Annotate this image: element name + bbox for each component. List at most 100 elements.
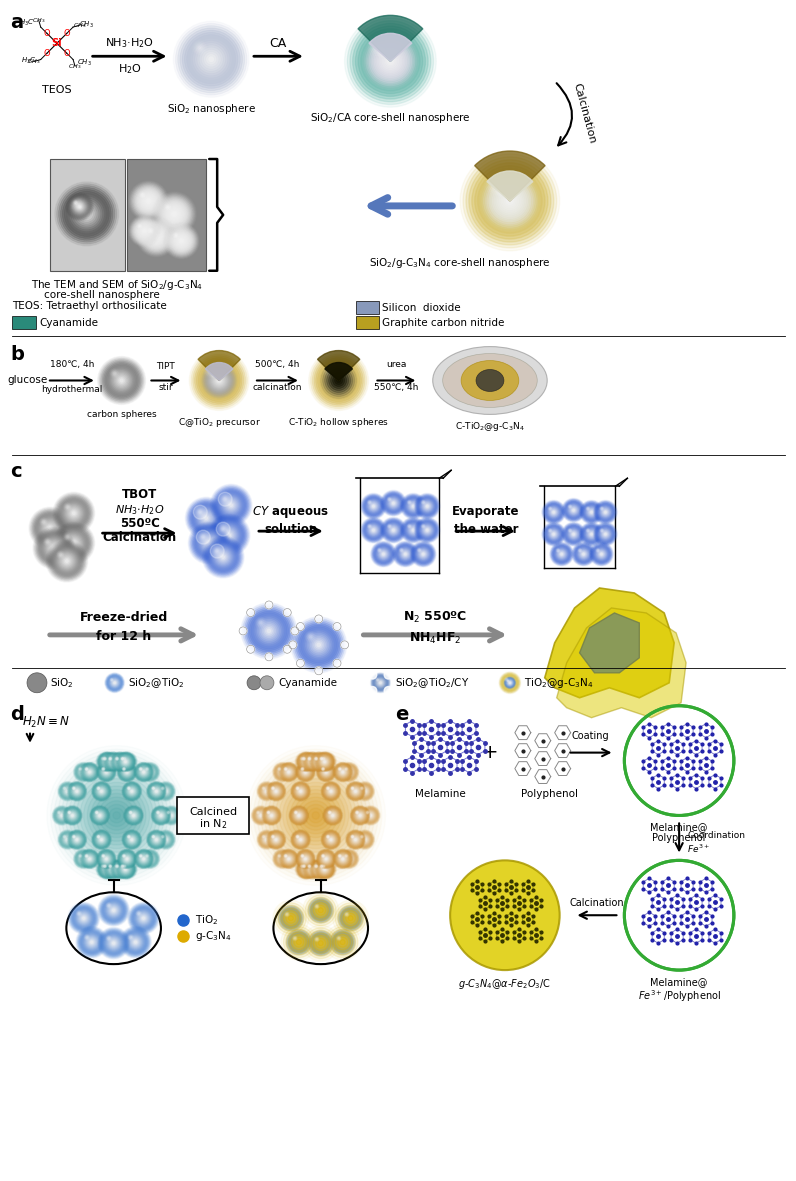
Circle shape <box>122 766 132 777</box>
Circle shape <box>106 868 110 872</box>
Circle shape <box>64 534 71 540</box>
Circle shape <box>259 784 274 798</box>
Circle shape <box>341 770 345 774</box>
Circle shape <box>64 191 109 236</box>
Circle shape <box>99 753 116 770</box>
Circle shape <box>298 789 303 794</box>
Circle shape <box>72 541 76 546</box>
Circle shape <box>132 184 165 217</box>
Circle shape <box>598 504 613 520</box>
Circle shape <box>544 526 563 543</box>
Circle shape <box>279 769 286 776</box>
Circle shape <box>281 764 296 779</box>
Circle shape <box>126 834 138 846</box>
Circle shape <box>132 814 135 816</box>
Circle shape <box>75 790 79 792</box>
Circle shape <box>601 554 602 555</box>
Circle shape <box>88 770 92 774</box>
Circle shape <box>357 813 364 818</box>
Circle shape <box>127 835 136 844</box>
Circle shape <box>320 757 323 761</box>
Circle shape <box>90 805 110 826</box>
Circle shape <box>87 769 92 775</box>
Circle shape <box>299 864 310 874</box>
Circle shape <box>376 547 391 562</box>
Circle shape <box>96 835 107 844</box>
Circle shape <box>117 867 123 873</box>
Circle shape <box>109 866 117 874</box>
Circle shape <box>216 549 218 553</box>
Circle shape <box>272 788 274 789</box>
Circle shape <box>35 514 64 543</box>
Circle shape <box>125 833 139 847</box>
Circle shape <box>354 790 357 792</box>
Circle shape <box>223 496 240 514</box>
Circle shape <box>298 860 316 879</box>
Circle shape <box>334 376 344 386</box>
Circle shape <box>326 809 339 822</box>
Circle shape <box>351 835 354 839</box>
Circle shape <box>134 762 154 782</box>
Circle shape <box>302 855 309 862</box>
Circle shape <box>120 379 123 381</box>
Circle shape <box>356 811 364 820</box>
Circle shape <box>259 814 263 817</box>
Circle shape <box>262 807 281 824</box>
Circle shape <box>285 855 287 857</box>
Circle shape <box>357 813 363 818</box>
Circle shape <box>330 790 332 792</box>
Circle shape <box>116 866 124 874</box>
Circle shape <box>323 866 324 867</box>
Circle shape <box>507 680 513 686</box>
Text: Evaporate: Evaporate <box>452 505 520 518</box>
Circle shape <box>308 866 310 867</box>
Circle shape <box>213 520 245 552</box>
Circle shape <box>507 680 509 681</box>
Circle shape <box>123 759 127 763</box>
Text: $g$-$C_3N_4$@$\alpha$-$Fe_2O_3$/C: $g$-$C_3N_4$@$\alpha$-$Fe_2O_3$/C <box>458 977 552 991</box>
Circle shape <box>303 758 310 765</box>
Circle shape <box>341 908 361 928</box>
Circle shape <box>303 861 321 877</box>
Circle shape <box>156 810 166 821</box>
Circle shape <box>314 864 325 874</box>
Circle shape <box>320 757 323 761</box>
Circle shape <box>148 770 152 775</box>
Circle shape <box>59 528 88 557</box>
Circle shape <box>126 808 141 823</box>
Circle shape <box>325 366 353 394</box>
Circle shape <box>224 498 225 500</box>
Circle shape <box>357 813 364 818</box>
Circle shape <box>93 783 110 800</box>
Circle shape <box>587 508 589 509</box>
Circle shape <box>152 836 154 837</box>
Circle shape <box>119 755 132 769</box>
Circle shape <box>111 679 112 680</box>
Circle shape <box>147 856 153 862</box>
Circle shape <box>318 863 330 875</box>
Circle shape <box>57 782 77 801</box>
Circle shape <box>338 937 348 947</box>
Circle shape <box>194 355 244 405</box>
Circle shape <box>355 811 365 820</box>
Circle shape <box>70 905 98 932</box>
Circle shape <box>408 501 411 504</box>
Circle shape <box>419 549 420 552</box>
Circle shape <box>318 868 321 872</box>
Circle shape <box>348 833 363 847</box>
Circle shape <box>274 837 279 842</box>
Circle shape <box>64 836 72 843</box>
Circle shape <box>313 755 326 768</box>
Circle shape <box>81 850 98 867</box>
Circle shape <box>97 849 115 868</box>
Circle shape <box>352 836 353 837</box>
Circle shape <box>151 805 171 826</box>
Circle shape <box>159 814 162 817</box>
Circle shape <box>361 836 369 843</box>
Circle shape <box>358 814 362 817</box>
Circle shape <box>244 606 294 655</box>
Circle shape <box>302 855 303 857</box>
Circle shape <box>111 867 116 873</box>
Circle shape <box>117 753 134 770</box>
Circle shape <box>85 855 88 857</box>
